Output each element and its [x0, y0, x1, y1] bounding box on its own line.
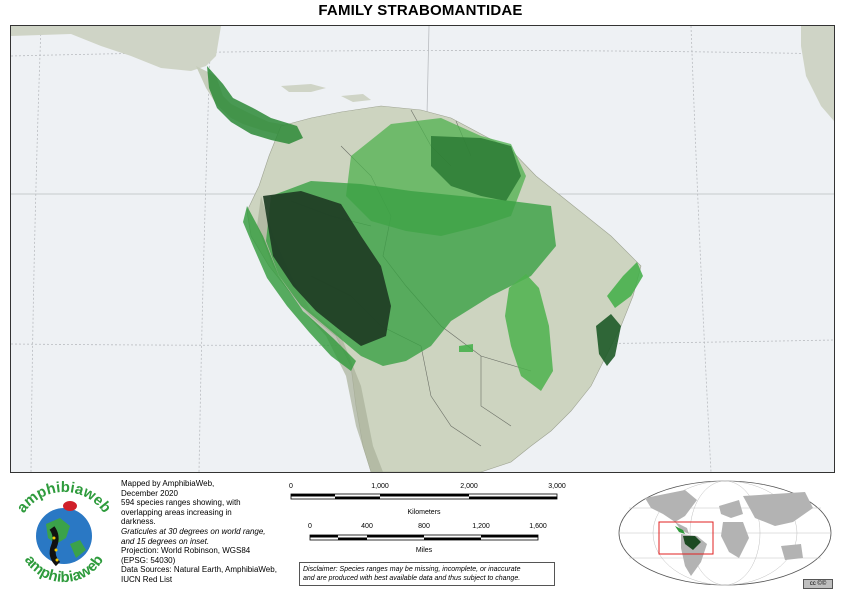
north-america-land: [11, 26, 221, 71]
scale-tick-label: 3,000: [548, 483, 566, 490]
scale-tick-label: 400: [361, 523, 373, 530]
range-central-america: [207, 66, 303, 144]
credits-line: Projection: World Robinson, WGS84: [121, 546, 251, 556]
credits-line: 594 species ranges showing, with: [121, 498, 241, 508]
scale-tick-label: 2,000: [460, 483, 478, 490]
scale-tick-label: 1,000: [371, 483, 389, 490]
species-ranges: [207, 66, 643, 391]
amphibiaweb-logo: amphibiaweb amphibiaweb: [13, 479, 114, 586]
range-cerrado: [505, 274, 553, 391]
range-patch: [459, 344, 473, 352]
inset-range-highlight: [675, 526, 701, 550]
inset-world-map[interactable]: [615, 478, 835, 590]
range-guianas-core: [431, 136, 521, 201]
range-atlantic-forest-north: [596, 314, 621, 366]
scale-bars: 0 1,000 2,000 3,000 Kilometers 0 400 800…: [289, 483, 566, 554]
credits-line: and 15 degrees on inset.: [121, 536, 210, 546]
andes-relief: [257, 196, 383, 472]
map-title: FAMILY STRABOMANTIDAE: [318, 2, 523, 19]
inset-extent-box: [658, 521, 714, 555]
credits-line: Data Sources: Natural Earth, AmphibiaWeb…: [121, 565, 277, 575]
scale-tick-label: 0: [289, 483, 293, 490]
scale-bar-mi: 0 400 800 1,200 1,600 Miles: [308, 523, 547, 554]
frog-icon: [63, 501, 77, 511]
scale-unit-label: Kilometers: [407, 509, 441, 516]
credits-line: Graticules at 30 degrees on world range,: [121, 526, 266, 536]
range-andean-slope: [243, 206, 356, 371]
range-upper-amazon-hotspot: [263, 191, 391, 346]
scale-unit-label: Miles: [416, 547, 433, 554]
disclaimer-line: and are produced with best available dat…: [303, 575, 521, 582]
cuba-island: [281, 84, 326, 92]
map-credits: Mapped by AmphibiaWeb, December 2020 594…: [121, 479, 291, 585]
scale-bar-km: 0 1,000 2,000 3,000 Kilometers: [289, 483, 566, 516]
range-northeast-coast: [607, 262, 643, 308]
credits-line: (EPSG: 54030): [121, 555, 176, 565]
credits-line: December 2020: [121, 488, 178, 498]
credits-line: IUCN Red List: [121, 574, 173, 584]
scale-tick-label: 1,600: [529, 523, 547, 530]
africa-land: [801, 26, 834, 121]
disclaimer-box: Disclaimer: Species ranges may be missin…: [299, 562, 555, 586]
main-map-canvas: [11, 26, 834, 472]
license-badge: cc ©©: [803, 579, 833, 589]
credits-line: Mapped by AmphibiaWeb,: [121, 479, 215, 488]
credits-line: darkness.: [121, 517, 156, 527]
main-map[interactable]: [10, 25, 835, 473]
scale-tick-label: 1,200: [472, 523, 490, 530]
salamander-icon: [49, 526, 61, 567]
disclaimer-line: Disclaimer: Species ranges may be missin…: [303, 566, 521, 573]
scale-tick-label: 0: [308, 523, 312, 530]
credits-line: overlapping areas increasing in: [121, 507, 232, 517]
hispaniola-island: [341, 94, 371, 102]
scale-tick-label: 800: [418, 523, 430, 530]
